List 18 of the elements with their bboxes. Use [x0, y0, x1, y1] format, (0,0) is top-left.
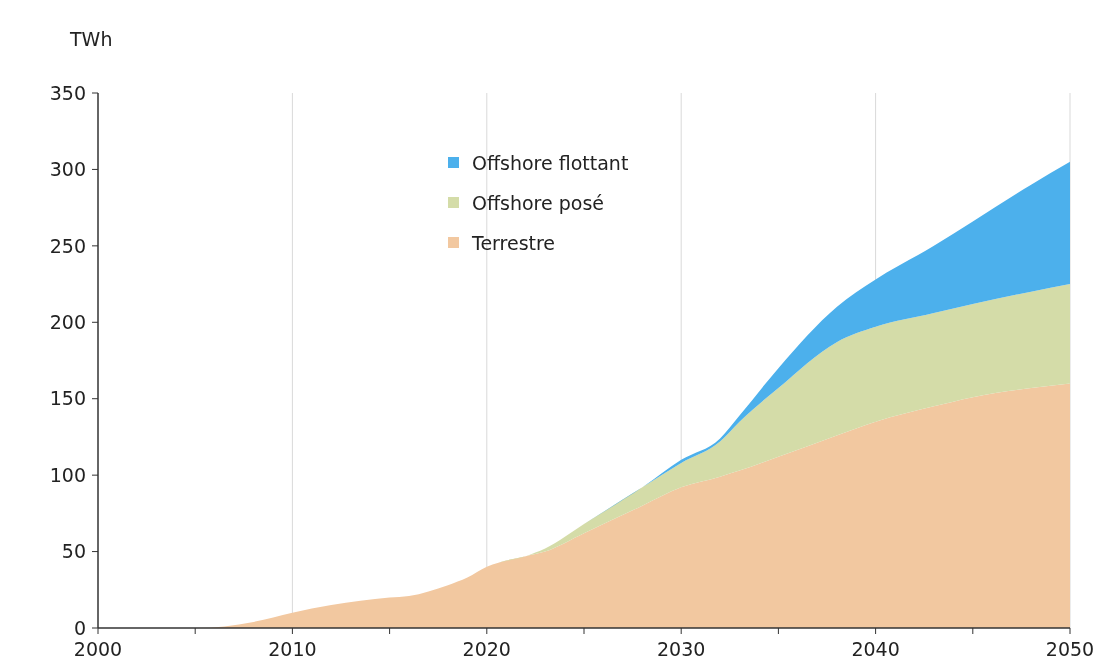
- x-tick-label: 2040: [851, 638, 900, 660]
- x-tick-label: 2010: [268, 638, 317, 660]
- legend-label: Terrestre: [471, 231, 556, 254]
- legend-label: Offshore flottant: [472, 151, 629, 174]
- x-tick-label: 2030: [657, 638, 706, 660]
- y-tick-label: 350: [49, 81, 86, 104]
- x-tick-label: 2050: [1045, 638, 1095, 660]
- y-tick-label: 250: [49, 234, 86, 257]
- y-tick-label: 200: [49, 310, 86, 333]
- x-tick-label: 2020: [462, 638, 511, 660]
- y-tick-label: 150: [49, 387, 86, 410]
- y-tick-label: 100: [49, 463, 86, 486]
- x-tick-label: 2000: [73, 638, 123, 660]
- y-axis-title: TWh: [69, 28, 113, 50]
- legend-label: Offshore posé: [472, 191, 605, 214]
- y-tick-label: 50: [61, 540, 86, 563]
- y-tick-label: 0: [73, 616, 86, 639]
- y-tick-label: 300: [49, 158, 86, 181]
